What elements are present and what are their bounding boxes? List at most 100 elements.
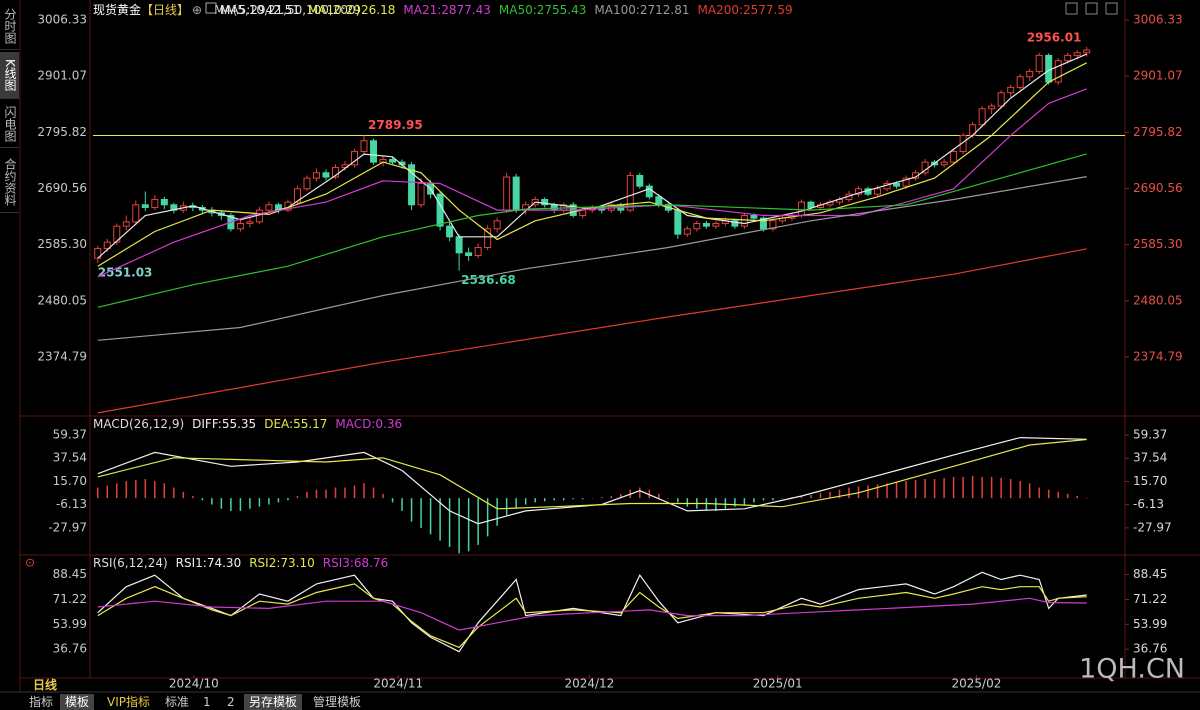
macd-bar [639, 487, 641, 499]
macd-bar [97, 487, 99, 499]
macd-bar [924, 479, 926, 499]
toolbar-tab[interactable]: 2 [227, 695, 235, 709]
macd-bar [886, 483, 888, 499]
candle-body [160, 198, 168, 206]
legend-title: RSI(6,12,24) [93, 556, 168, 570]
window-icons[interactable] [1065, 2, 1118, 15]
macd-bar [315, 489, 318, 499]
candle-body [503, 176, 511, 211]
macd-bar [943, 477, 945, 499]
toolbar-tab[interactable]: 另存模板 [244, 694, 303, 710]
y-tick-label: 2374.79 [1133, 350, 1183, 364]
price-annotation: 2536.68 [461, 273, 516, 287]
y-tick-label: 59.37 [53, 428, 87, 442]
side-tab[interactable]: 闪电图 [0, 101, 19, 148]
macd-bar [591, 498, 593, 499]
candle-body [122, 221, 130, 227]
icon[interactable]: ⊙ [25, 556, 35, 570]
macd-bar [838, 489, 841, 499]
side-tab[interactable]: K线图 [0, 52, 19, 99]
side-tab[interactable]: 分时图 [0, 3, 19, 50]
candle-body [1016, 76, 1024, 88]
toolbar-tab[interactable]: 指标 [29, 695, 54, 709]
y-tick-label: 2374.79 [37, 350, 87, 364]
y-tick-label: 2795.82 [37, 125, 87, 139]
y-tick-label: 3006.33 [1133, 12, 1183, 26]
macd-bar [116, 483, 118, 499]
macd-bar [154, 481, 156, 499]
candle-body [1045, 54, 1053, 83]
macd-bar [734, 498, 736, 507]
y-tick-label: 37.54 [1133, 451, 1167, 465]
candle-body [103, 241, 111, 250]
macd-bar [249, 498, 251, 509]
toolbar-tab[interactable]: 1 [203, 695, 211, 709]
period: 【日线】 [141, 3, 189, 17]
candle-body [455, 236, 463, 254]
candle-body [950, 150, 958, 163]
macd-bar [715, 498, 717, 511]
candle-body [978, 108, 986, 126]
candle-body [370, 140, 378, 163]
macd-bar [277, 498, 280, 503]
macd-bar [448, 498, 451, 548]
macd-bar [743, 498, 746, 505]
legend-entry: MA5:2942.51 [220, 3, 300, 17]
macd-bar [581, 498, 584, 500]
toolbar-tab[interactable]: 模板 [60, 694, 95, 710]
macd-bar [182, 491, 185, 499]
macd-bar [192, 496, 194, 499]
macd-bar [296, 496, 299, 499]
candle-body [303, 177, 311, 190]
macd-bar [543, 498, 546, 502]
candle-body [446, 225, 454, 238]
price-annotation: 2956.01 [1027, 30, 1082, 44]
macd-bar [163, 483, 166, 499]
y-tick-label: 71.22 [53, 592, 87, 606]
macd-bar [515, 498, 517, 509]
candle-body [141, 204, 149, 208]
candle-body [550, 204, 558, 211]
candle-body [113, 225, 121, 243]
chart-header: 现货黄金【日线】 ⊕ MA(5,10,21,50,100,200) [93, 2, 360, 17]
candle-body [512, 176, 520, 211]
toolbar-tab[interactable]: VIP指标 [107, 695, 150, 709]
icon[interactable] [205, 2, 217, 14]
y-tick-label: 15.70 [1133, 474, 1167, 488]
macd-bar [239, 498, 242, 511]
candle-body [360, 140, 368, 152]
y-tick-label: 15.70 [53, 474, 87, 488]
line [97, 62, 1087, 267]
candle-body [988, 105, 996, 110]
candle-body [1054, 60, 1062, 83]
macd-bar [106, 485, 109, 499]
macd-bar [306, 491, 308, 499]
macd-bar [477, 498, 479, 545]
period-tab[interactable]: 日线 [33, 678, 58, 692]
x-tick-label: 2024/11 [373, 677, 423, 691]
macd-bar [125, 481, 128, 499]
macd-bar [553, 498, 555, 501]
y-tick-label: 53.99 [1133, 617, 1167, 631]
macd-bar [353, 485, 356, 499]
side-tab[interactable]: 合约资料 [0, 152, 19, 213]
macd-bar [829, 491, 831, 499]
x-tick-label: 2025/02 [951, 677, 1001, 691]
toolbar-tab[interactable]: 管理模板 [313, 695, 362, 709]
icon[interactable]: ⊕ [192, 3, 202, 17]
macd-bar [981, 476, 983, 499]
macd-bar [258, 498, 261, 507]
macd-bar [467, 498, 470, 552]
y-tick-label: 2901.07 [1133, 69, 1183, 83]
macd-bar [1009, 479, 1012, 499]
line [97, 571, 1087, 653]
macd-bar [439, 498, 441, 541]
macd-bar [505, 498, 508, 516]
candle-body [389, 158, 397, 163]
macd-bar [1076, 496, 1078, 499]
toolbar-tab[interactable]: 标准 [165, 695, 190, 709]
candle-body [465, 252, 473, 256]
candle-body [1083, 49, 1091, 54]
candle-body [674, 209, 682, 235]
